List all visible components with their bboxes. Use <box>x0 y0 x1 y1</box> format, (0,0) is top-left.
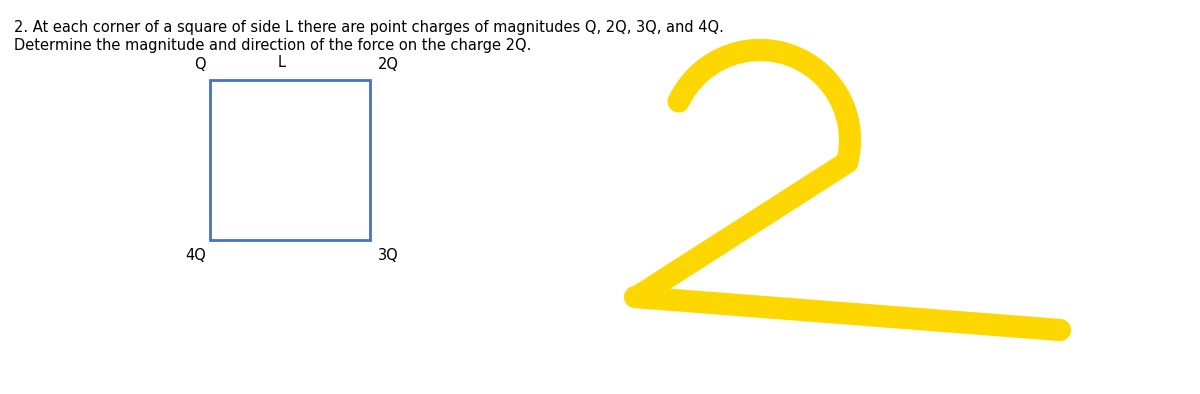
Text: 3Q: 3Q <box>378 248 398 263</box>
Text: 4Q: 4Q <box>185 248 206 263</box>
Bar <box>210 80 370 240</box>
Text: 2Q: 2Q <box>378 57 398 72</box>
Text: 2. At each corner of a square of side L there are point charges of magnitudes Q,: 2. At each corner of a square of side L … <box>14 20 724 35</box>
Text: L: L <box>278 55 286 70</box>
Text: Determine the magnitude and direction of the force on the charge 2Q.: Determine the magnitude and direction of… <box>14 38 532 53</box>
Text: Q: Q <box>194 57 206 72</box>
